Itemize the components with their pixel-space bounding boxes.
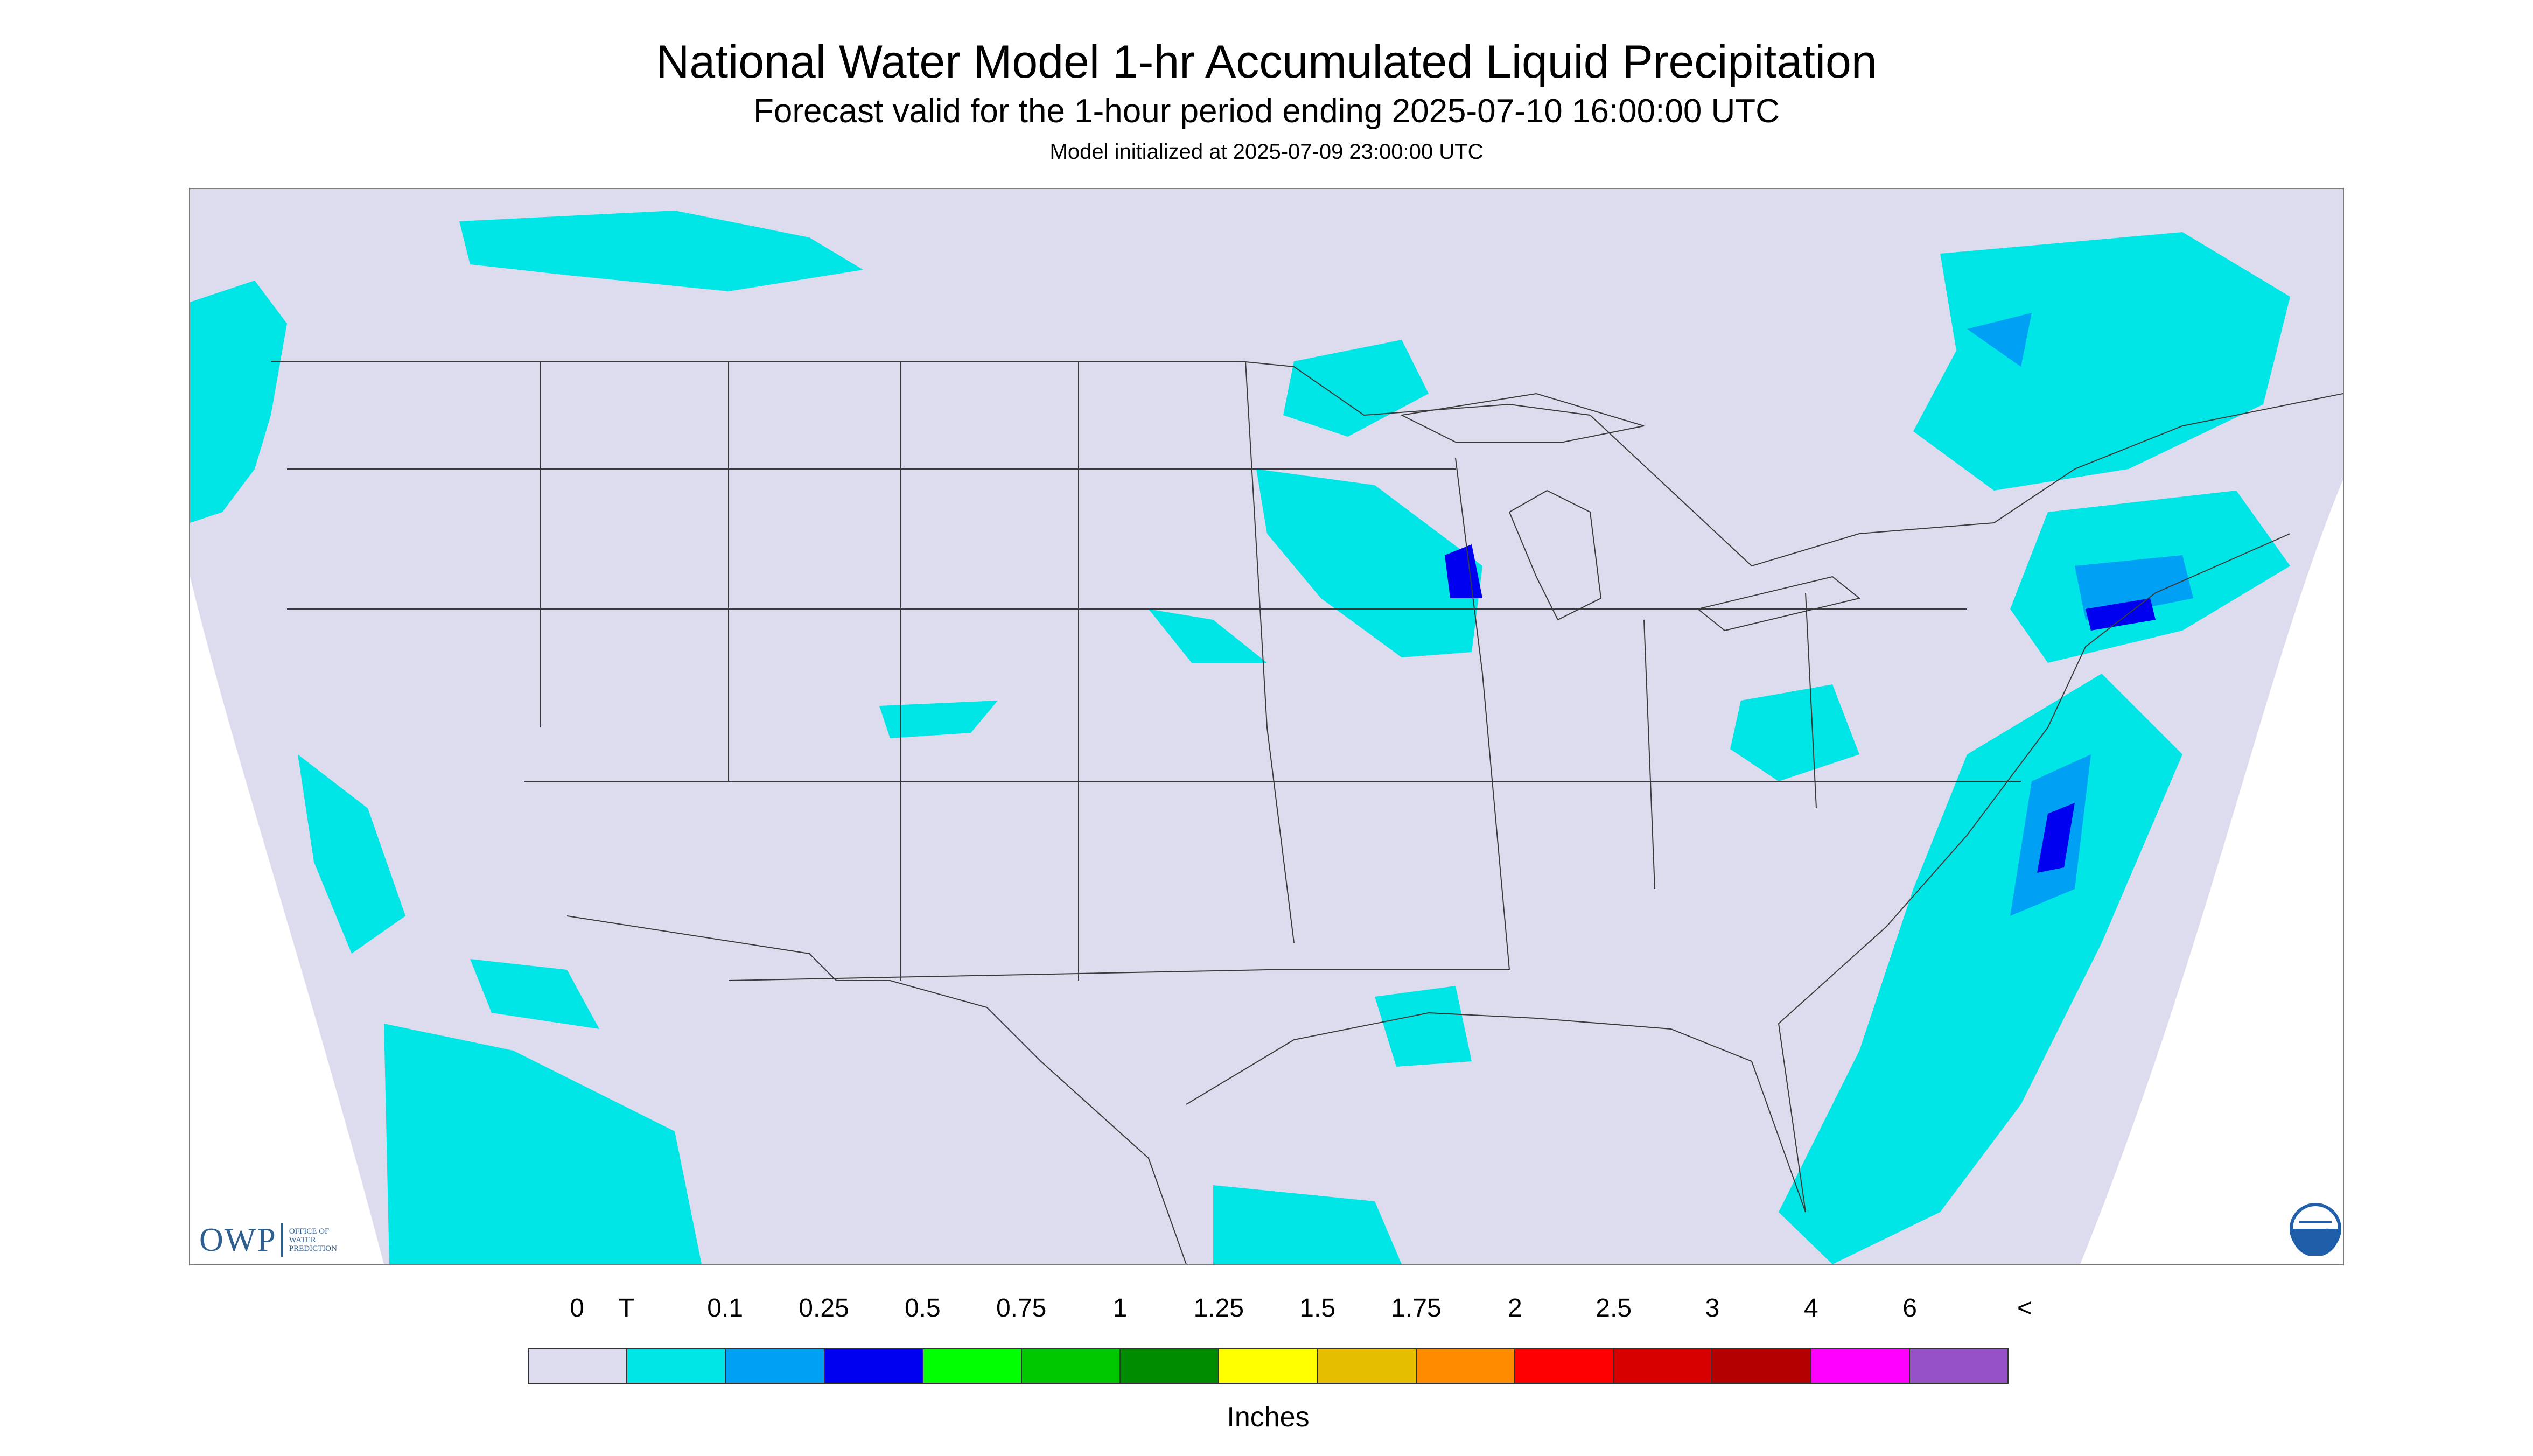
- state-lines: [287, 361, 2021, 981]
- lake-superior: [1400, 393, 1645, 443]
- legend-swatch: [627, 1349, 726, 1383]
- color-scale-legend: 0 T 0.1 0.25 0.5 0.75 1 1.25 1.5 1.75 2 2.5 3 4 6 < Inc…: [528, 1292, 2032, 1454]
- owp-logo-text: OFFICE OF WATER PREDICTION: [289, 1227, 337, 1253]
- state-line: [1455, 458, 1510, 970]
- legend-tick-label: 3: [1705, 1294, 1720, 1322]
- owp-logo-line: OFFICE OF: [289, 1227, 330, 1236]
- legend-color-bar: [528, 1348, 2009, 1384]
- precip-area-colorado: [879, 701, 998, 738]
- precip-area-pacific-nw: [190, 281, 287, 523]
- legend-tick-label: 1.5: [1299, 1294, 1336, 1322]
- precip-area-nebraska: [1149, 609, 1267, 663]
- legend-swatch: [1219, 1349, 1318, 1383]
- political-boundaries: [271, 361, 2343, 1264]
- legend-swatch: [1022, 1349, 1121, 1383]
- legend-tick-label: 6: [1902, 1294, 1918, 1322]
- legend-swatch: [1416, 1349, 1516, 1383]
- legend-swatch: [1909, 1349, 2008, 1383]
- precip-area-wisconsin: [1256, 469, 1482, 657]
- legend-tick-label: 2.5: [1596, 1294, 1632, 1322]
- precip-area-baja: [384, 1024, 702, 1264]
- legend-tick-label: 2: [1507, 1294, 1522, 1322]
- state-line: [1805, 592, 1817, 809]
- legend-swatch: [824, 1349, 923, 1383]
- precip-moderate-atlantic: [2037, 803, 2075, 873]
- state-line: [1643, 619, 1655, 890]
- precip-area-baja-north: [470, 959, 599, 1029]
- great-lakes-michigan: [1508, 489, 1602, 621]
- precip-area-california-coast: [298, 754, 405, 954]
- precip-light-quebec: [1967, 313, 2032, 367]
- legend-tick-label: 0.75: [996, 1294, 1047, 1322]
- legend-tick-label: 1: [1112, 1294, 1128, 1322]
- legend-swatch: [923, 1349, 1023, 1383]
- precipitation-map: [189, 188, 2344, 1265]
- legend-tick-label: 1.25: [1193, 1294, 1244, 1322]
- legend-tick-label: 0.1: [707, 1294, 744, 1322]
- owp-logo-line: WATER: [289, 1236, 316, 1244]
- lake-erie: [1696, 576, 1861, 632]
- owp-logo: OWP OFFICE OF WATER PREDICTION: [199, 1221, 337, 1259]
- owp-logo-line: PREDICTION: [289, 1244, 337, 1253]
- gulf-coast: [1186, 1012, 1806, 1213]
- precip-trace-areas: [190, 211, 2290, 1264]
- legend-tick-label: T: [618, 1294, 634, 1322]
- legend-swatch: [529, 1349, 628, 1383]
- legend-tick-label: <: [2017, 1294, 2033, 1322]
- canada-us-border: [271, 361, 2343, 567]
- legend-swatch: [1515, 1349, 1614, 1383]
- legend-swatch: [1614, 1349, 1713, 1383]
- owp-logo-divider: [281, 1223, 283, 1257]
- legend-swatch: [1811, 1349, 1910, 1383]
- model-init-caption: Model initialized at 2025-07-09 23:00:00…: [1049, 140, 1484, 164]
- legend-swatch: [726, 1349, 825, 1383]
- precip-area-minnesota: [1283, 340, 1429, 437]
- state-line: [728, 969, 1509, 981]
- owp-logo-mark: OWP: [199, 1221, 277, 1258]
- precip-area-southern-mexico: [1213, 1185, 1402, 1264]
- legend-tick-label: 0.25: [799, 1294, 849, 1322]
- legend-tick-label: 1.75: [1391, 1294, 1442, 1322]
- precip-area-quebec: [1913, 232, 2290, 491]
- legend-swatch: [1318, 1349, 1417, 1383]
- legend-tick-labels: 0 T 0.1 0.25 0.5 0.75 1 1.25 1.5 1.75 2 2.5 3 4 6 <: [528, 1292, 2032, 1325]
- precip-moderate-wisconsin: [1445, 544, 1482, 598]
- page-title: National Water Model 1-hr Accumulated Li…: [656, 36, 1877, 88]
- legend-tick-label: 0.5: [904, 1294, 941, 1322]
- us-mexico-border: [566, 915, 1187, 1264]
- legend-units-label: Inches: [1227, 1402, 1310, 1433]
- forecast-valid-subtitle: Forecast valid for the 1-hour period end…: [753, 93, 1780, 130]
- noaa-logo-icon: [2290, 1203, 2341, 1256]
- map-canvas: [190, 189, 2343, 1264]
- legend-tick-label: 0: [570, 1294, 585, 1322]
- precip-light-new-england: [2075, 555, 2193, 620]
- precip-area-ohio-valley: [1730, 684, 1859, 781]
- legend-swatch: [1121, 1349, 1220, 1383]
- legend-tick-label: 4: [1803, 1294, 1818, 1322]
- state-line: [1245, 361, 1295, 943]
- precip-area-southern-canada-west: [459, 211, 863, 291]
- precip-area-gulf-coast: [1375, 986, 1472, 1067]
- legend-swatch: [1712, 1349, 1811, 1383]
